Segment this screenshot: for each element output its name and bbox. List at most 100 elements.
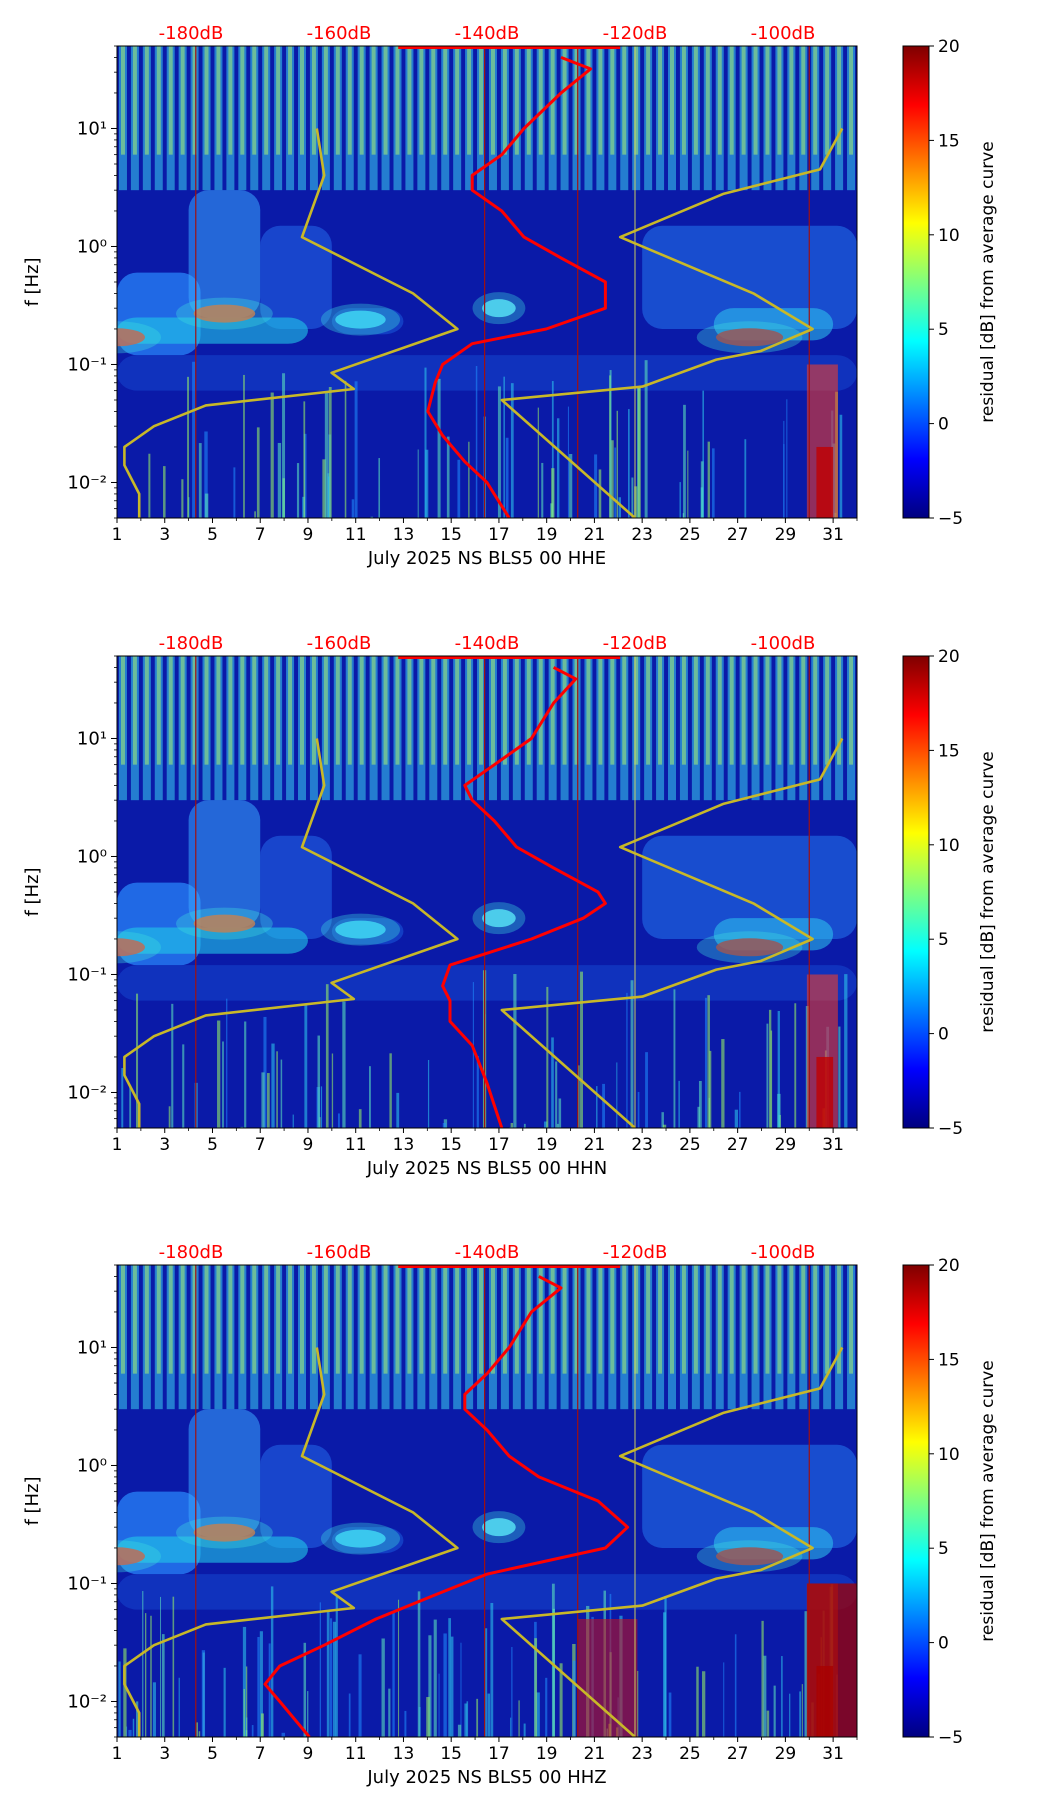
- hf-stripe-core: [634, 46, 639, 155]
- x-tick-label: 1: [112, 1744, 123, 1764]
- lp-transient: [152, 1682, 156, 1737]
- x-tick-label: 3: [159, 525, 170, 545]
- lp-transient: [472, 982, 474, 1128]
- lp-transient: [460, 1642, 462, 1737]
- hf-stripe-core: [407, 656, 412, 765]
- hf-stripe-core: [371, 656, 376, 765]
- lp-transient: [292, 1114, 294, 1128]
- hf-stripe-core: [502, 1265, 507, 1374]
- hf-stripe-core: [550, 656, 555, 765]
- lp-transient: [163, 466, 166, 518]
- lp-transient: [513, 974, 517, 1128]
- hf-stripe-core: [359, 46, 364, 155]
- x-tick-label: 31: [822, 1744, 844, 1764]
- lp-transient: [556, 1123, 559, 1128]
- y-tick-label: 10⁻²: [67, 1691, 107, 1712]
- hf-stripe-core: [634, 1265, 639, 1374]
- lp-transient: [559, 1663, 563, 1737]
- lp-transient: [171, 1003, 174, 1128]
- lp-transient: [596, 1086, 598, 1128]
- hf-stripe-core: [300, 1265, 304, 1374]
- hf-stripe-core: [693, 46, 698, 155]
- lp-transient: [545, 1677, 548, 1737]
- lp-transient: [348, 1693, 351, 1737]
- hf-stripe-core: [300, 46, 304, 155]
- hf-stripe-core: [753, 46, 758, 155]
- lp-transient: [611, 440, 614, 518]
- hf-stripe-core: [228, 46, 233, 155]
- lp-transient: [698, 1080, 702, 1128]
- x-tick-label: 27: [727, 1135, 749, 1155]
- lp-transient: [222, 1041, 224, 1128]
- hf-stripe-core: [335, 656, 340, 765]
- hf-stripe-core: [789, 1265, 794, 1374]
- hf-stripe-core: [192, 1265, 197, 1374]
- hf-stripe-core: [264, 1265, 269, 1374]
- x-tick-label: 15: [440, 525, 462, 545]
- y-tick-label: 10⁻¹: [67, 354, 107, 375]
- x-tick-label: 29: [775, 1744, 797, 1764]
- hf-stripe-core: [490, 1265, 495, 1374]
- hf-stripe-core: [777, 46, 782, 155]
- hf-stripe-core: [705, 1265, 710, 1374]
- microseism-halo: [176, 297, 273, 330]
- microseism-halo: [696, 1540, 803, 1573]
- hf-stripe-core: [431, 1265, 436, 1374]
- hf-stripe-core: [825, 46, 830, 155]
- hf-stripe-core: [729, 46, 734, 155]
- x-tick-label: 27: [727, 1744, 749, 1764]
- lp-transient: [450, 1636, 454, 1737]
- hf-stripe-core: [765, 46, 770, 155]
- lp-transient: [198, 1731, 201, 1737]
- db-scale-label: -160dB: [307, 633, 372, 654]
- y-axis-label: f [Hz]: [22, 867, 43, 916]
- hf-stripe-core: [228, 1265, 233, 1374]
- lp-transient: [844, 974, 848, 1128]
- lp-transient: [487, 1693, 491, 1737]
- lp-transient: [510, 1717, 512, 1737]
- hf-stripe-core: [443, 46, 448, 155]
- hf-stripe-core: [813, 1265, 818, 1374]
- lp-transient: [505, 437, 509, 518]
- hf-stripe-core: [670, 46, 674, 155]
- microseism-halo: [696, 321, 803, 354]
- hf-stripe-core: [490, 656, 495, 765]
- noise-cloud: [117, 355, 857, 391]
- lp-transient: [673, 989, 676, 1128]
- hf-stripe-core: [120, 46, 125, 155]
- noise-cloud: [642, 1444, 857, 1548]
- hf-stripe-core: [658, 46, 663, 155]
- microseism-hotspot: [715, 938, 784, 957]
- lp-transient: [123, 1648, 127, 1737]
- hf-stripe-core: [777, 1265, 782, 1374]
- hf-stripe-core: [681, 46, 686, 155]
- hf-stripe-core: [717, 1265, 722, 1374]
- x-tick-label: 21: [584, 1744, 606, 1764]
- x-tick-label: 13: [393, 1744, 415, 1764]
- lp-transient: [721, 1039, 725, 1128]
- x-tick-label: 3: [159, 1744, 170, 1764]
- x-tick-label: 5: [207, 1744, 218, 1764]
- hf-stripe-core: [180, 656, 185, 765]
- hf-stripe-core: [837, 1265, 842, 1374]
- hf-stripe-core: [801, 46, 806, 155]
- lp-transient: [392, 1611, 395, 1737]
- microseism-halo: [320, 913, 401, 946]
- lp-transient: [326, 1611, 330, 1737]
- x-tick-label: 7: [255, 525, 266, 545]
- hf-stripe-core: [574, 46, 579, 155]
- lp-transient: [317, 1035, 321, 1128]
- hf-stripe-core: [681, 656, 686, 765]
- lp-transient: [322, 459, 326, 518]
- noise-cloud: [117, 1574, 857, 1610]
- lp-transient: [707, 441, 710, 518]
- colorbar: [902, 655, 930, 1129]
- hf-stripe-core: [753, 656, 758, 765]
- lp-transient: [644, 360, 648, 518]
- noise-cloud: [642, 835, 857, 939]
- lp-transient: [304, 1003, 308, 1128]
- x-tick-label: 11: [345, 1744, 367, 1764]
- hf-stripe-core: [323, 1265, 328, 1374]
- lp-transient: [233, 467, 236, 518]
- x-tick-label: 13: [393, 1135, 415, 1155]
